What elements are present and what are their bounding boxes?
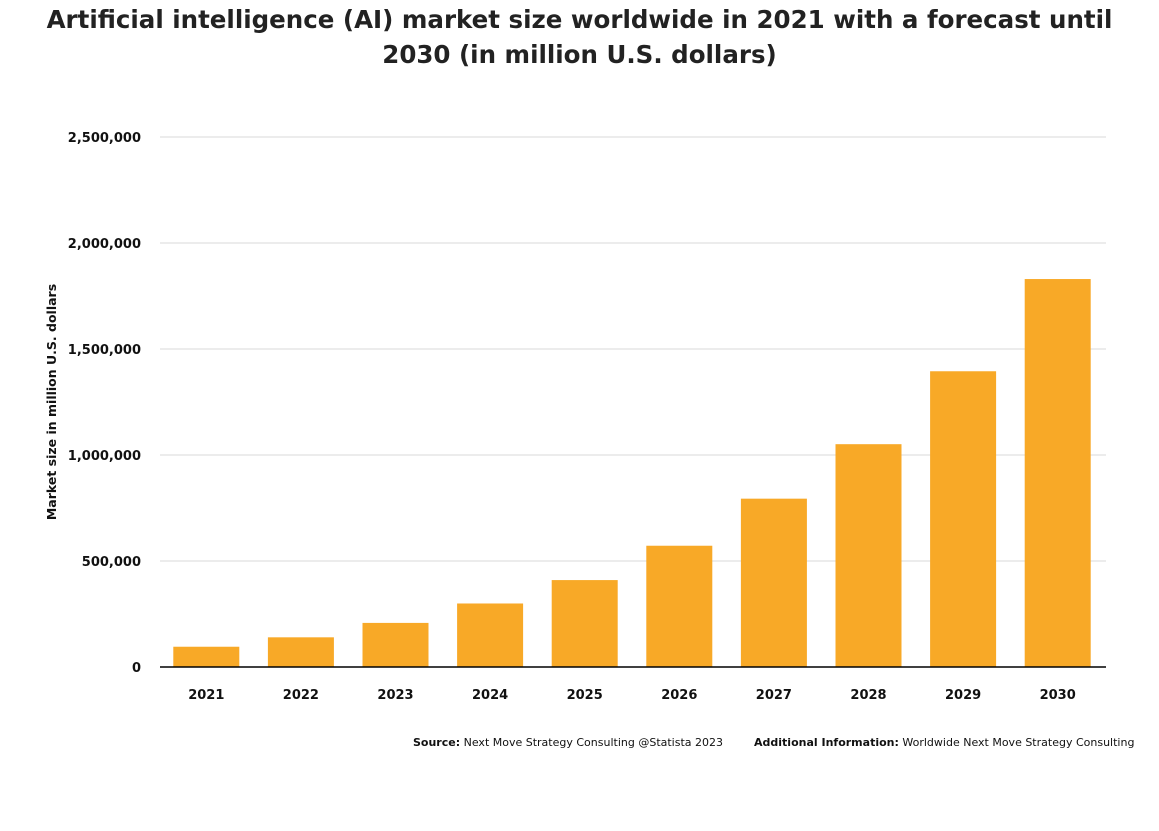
bar-2025 [551,580,618,667]
bar-2021 [173,646,240,667]
bar-2023 [362,622,429,667]
x-tick-label: 2022 [283,688,319,703]
bar-2029 [930,371,997,667]
x-tick-label: 2030 [1040,688,1076,703]
source-label: Source: [413,736,461,749]
y-tick-label: 2,500,000 [68,131,141,146]
x-tick-label: 2028 [850,688,886,703]
bar-2022 [267,637,334,667]
y-axis-ticks: 0 500,000 1,000,000 1,500,000 2,000,000 2,500… [68,131,141,676]
x-tick-label: 2026 [661,688,697,703]
y-tick-label: 1,500,000 [68,343,141,358]
y-tick-label: 2,000,000 [68,237,141,252]
y-axis-label: Market size in million U.S. dollars [44,284,59,520]
additional-info-text: Worldwide Next Move Strategy Consulting [902,736,1135,749]
chart-title-line-1: Artificial intelligence (AI) market size… [46,5,1113,34]
x-tick-label: 2021 [188,688,224,703]
bar-2027 [740,498,807,667]
chart-footer: Source: Next Move Strategy Consulting @S… [413,736,1134,749]
y-tick-label: 1,000,000 [68,449,141,464]
bars [173,279,1091,667]
chart-title-line-2: 2030 (in million U.S. dollars) [382,40,777,69]
additional-info-label: Additional Information: [754,736,899,749]
x-tick-label: 2027 [756,688,792,703]
x-tick-label: 2025 [567,688,603,703]
bar-2026 [646,545,713,667]
bar-2028 [835,444,902,667]
bar-2024 [457,603,524,667]
source-text: Next Move Strategy Consulting @Statista … [463,736,724,749]
y-tick-label: 0 [132,661,141,676]
x-tick-label: 2023 [377,688,413,703]
bar-2030 [1024,279,1091,667]
y-tick-label: 500,000 [82,555,141,570]
x-tick-label: 2024 [472,688,508,703]
chart-title: Artificial intelligence (AI) market size… [0,2,1159,72]
x-axis-ticks: 2021 2022 2023 2024 2025 2026 2027 2028 2029 2030 [188,688,1076,703]
x-tick-label: 2029 [945,688,981,703]
